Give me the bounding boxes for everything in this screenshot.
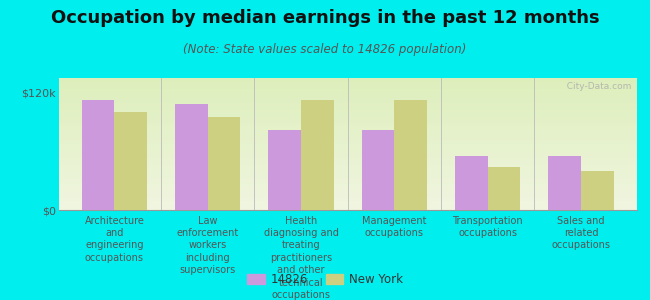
Bar xyxy=(362,130,395,210)
Bar xyxy=(301,100,333,210)
Text: Occupation by median earnings in the past 12 months: Occupation by median earnings in the pas… xyxy=(51,9,599,27)
Bar xyxy=(208,117,240,210)
Bar xyxy=(82,100,114,210)
Legend: 14826, New York: 14826, New York xyxy=(242,269,408,291)
Bar xyxy=(488,167,521,210)
Bar xyxy=(268,130,301,210)
Bar xyxy=(549,156,581,210)
Bar xyxy=(175,104,208,210)
Bar xyxy=(581,171,614,210)
Bar xyxy=(395,100,427,210)
Text: (Note: State values scaled to 14826 population): (Note: State values scaled to 14826 popu… xyxy=(183,44,467,56)
Bar xyxy=(114,112,147,210)
Bar xyxy=(455,156,488,210)
Text: City-Data.com: City-Data.com xyxy=(561,82,631,91)
